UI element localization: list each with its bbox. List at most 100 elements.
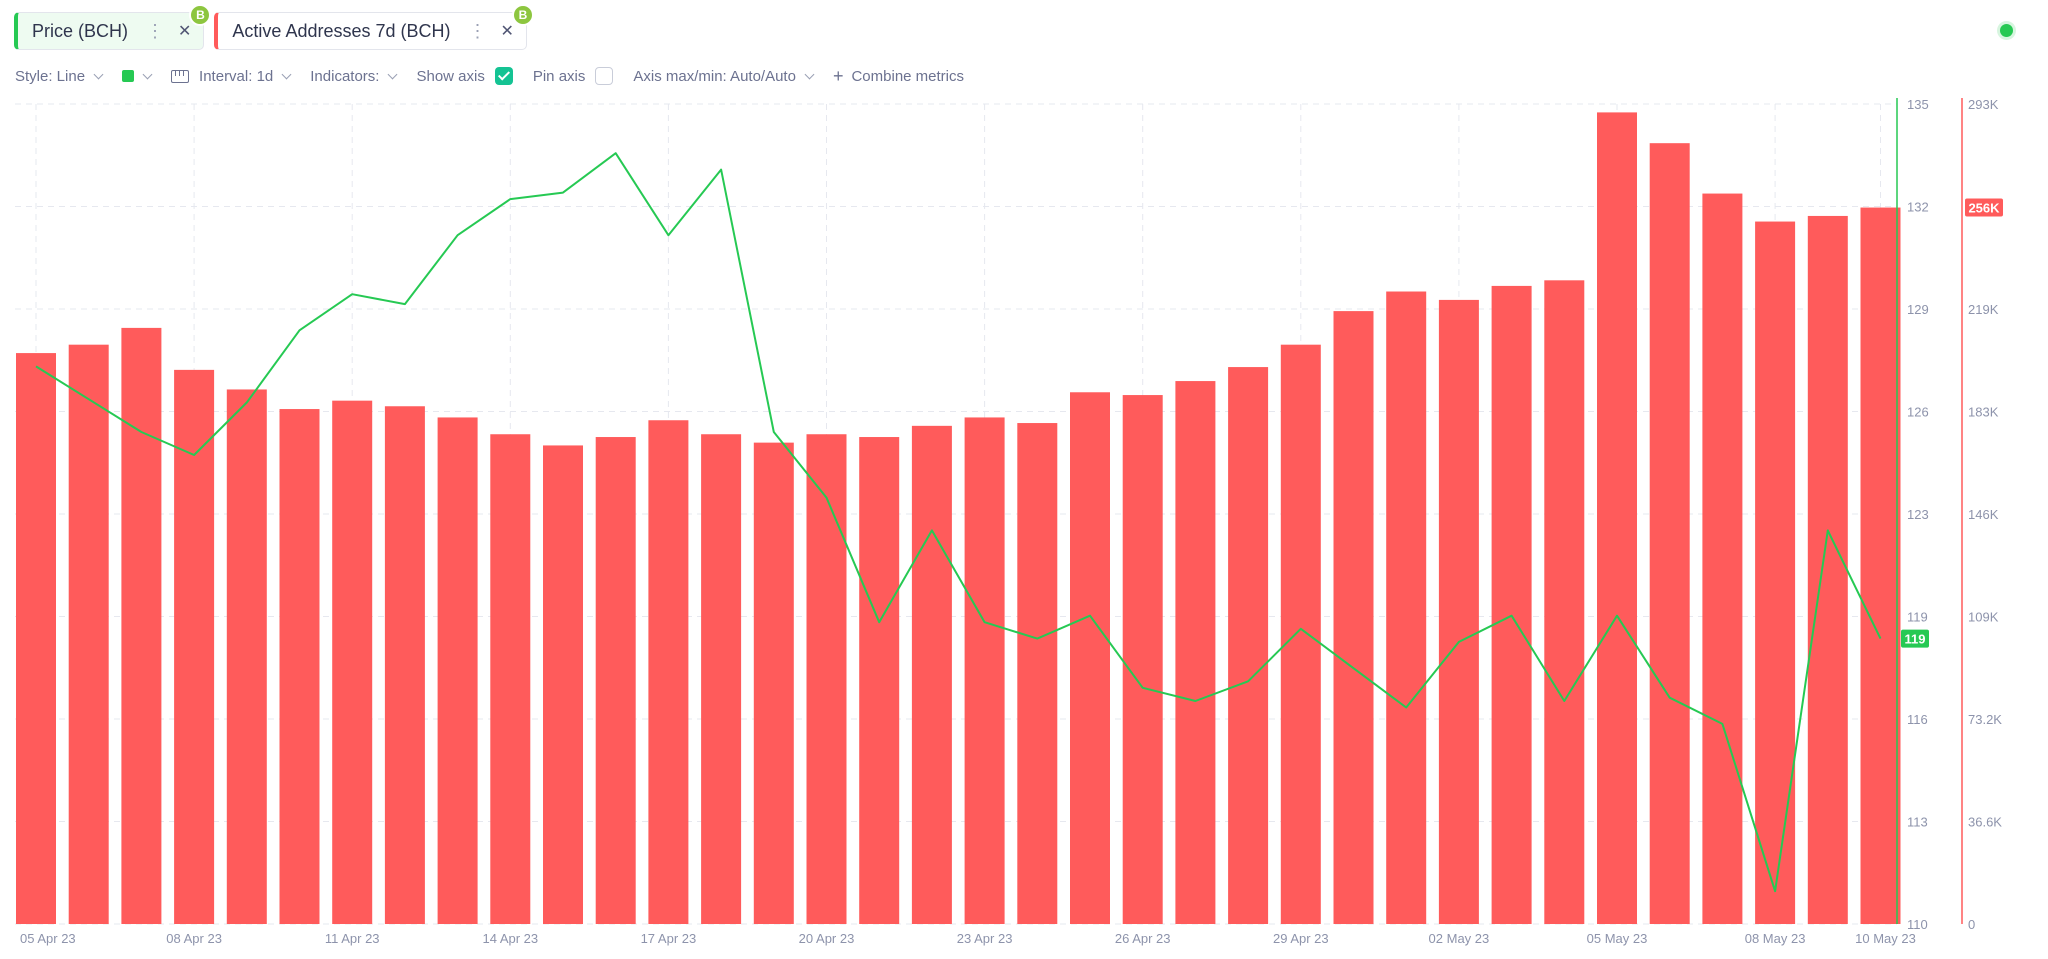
active-addresses-bar <box>279 409 320 924</box>
active-addresses-bar <box>1649 143 1690 924</box>
indicators-dropdown[interactable]: Indicators: <box>310 67 398 85</box>
live-status-dot <box>2000 24 2013 37</box>
x-axis-tick-label: 11 Apr 23 <box>325 931 380 946</box>
active-addresses-bar <box>1280 344 1321 924</box>
price-axis-tick-label: 119 <box>1907 610 1928 625</box>
metric-tab-label: Price (BCH) <box>32 20 129 41</box>
price-line <box>35 152 1882 893</box>
pin-axis-toggle[interactable]: Pin axis <box>533 67 614 85</box>
active-addresses-bar <box>121 327 162 925</box>
active-addresses-bar <box>806 434 847 924</box>
active-addresses-bar <box>332 400 373 925</box>
metric-tab-active-addresses[interactable]: Active Addresses 7d (BCH) ⋮ ✕ B <box>214 4 534 50</box>
x-axis-tick-label: 23 Apr 23 <box>957 931 1013 946</box>
active-addresses-bar <box>16 353 56 924</box>
active-addresses-bar <box>595 437 636 924</box>
price-axis-tick-label: 110 <box>1907 917 1928 932</box>
show-axis-checkbox[interactable] <box>494 67 513 85</box>
current-price-badge <box>1901 629 1929 648</box>
active-addresses-bar <box>490 434 531 924</box>
metric-tab-price[interactable]: Price (BCH) ⋮ ✕ B <box>14 4 212 50</box>
x-axis-tick-label: 08 May 23 <box>1745 931 1806 946</box>
price-axis-tick-label: 126 <box>1907 405 1929 420</box>
x-axis-tick-label: 17 Apr 23 <box>641 931 697 946</box>
active-addresses-bar <box>1070 392 1110 924</box>
x-axis-tick-label: 08 Apr 23 <box>166 931 222 946</box>
active-addresses-bar <box>1702 193 1743 924</box>
color-picker[interactable] <box>122 69 153 82</box>
x-axis-tick-label: 14 Apr 23 <box>482 931 538 946</box>
close-icon[interactable]: ✕ <box>500 23 514 40</box>
x-axis-tick-label: 26 Apr 23 <box>1115 931 1171 946</box>
active-addresses-bar <box>964 417 1005 924</box>
active-addresses-bar <box>1333 311 1374 924</box>
current-price-label: 119 <box>1905 632 1926 647</box>
addresses-axis-tick-label: 219K <box>1968 302 1999 317</box>
active-addresses-bar <box>543 445 583 924</box>
bitcoin-cash-icon: B <box>511 4 534 26</box>
combine-metrics-label: Combine metrics <box>851 67 964 85</box>
x-axis-tick-label: 05 Apr 23 <box>20 931 76 946</box>
active-addresses-bar <box>1491 285 1532 924</box>
active-addresses-bar <box>1544 280 1585 925</box>
active-addresses-bar <box>911 425 952 924</box>
addresses-axis-tick-label: 293K <box>1968 97 1999 112</box>
style-label: Style: Line <box>15 67 86 85</box>
addresses-axis-tick-label: 0 <box>1968 917 1975 932</box>
x-axis-tick-label: 20 Apr 23 <box>799 931 855 946</box>
addresses-axis-tick-label: 36.6K <box>1968 815 2002 830</box>
close-icon[interactable]: ✕ <box>178 23 192 40</box>
active-addresses-bar <box>226 389 267 924</box>
interval-label: Interval: 1d <box>199 67 274 85</box>
more-options-icon[interactable]: ⋮ <box>468 20 487 41</box>
active-addresses-bar <box>1386 291 1427 924</box>
active-addresses-bar <box>1438 299 1479 925</box>
style-dropdown[interactable]: Style: Line <box>15 67 104 85</box>
x-axis-tick-label: 10 May 23 <box>1855 931 1916 946</box>
active-addresses-bar <box>648 420 689 924</box>
active-addresses-bar <box>1860 207 1901 924</box>
price-axis-tick-label: 129 <box>1907 302 1929 317</box>
active-addresses-bar <box>1755 221 1796 924</box>
addresses-axis-tick-label: 109K <box>1968 610 1999 625</box>
pin-axis-label: Pin axis <box>532 67 586 85</box>
active-addresses-bar <box>1122 395 1163 925</box>
active-addresses-bar <box>1017 423 1058 924</box>
axis-maxmin-label: Axis max/min: Auto/Auto <box>633 67 796 85</box>
pin-axis-checkbox[interactable] <box>595 67 614 85</box>
active-addresses-bar <box>701 434 742 924</box>
interval-dropdown[interactable]: Interval: 1d <box>171 67 292 85</box>
addresses-axis-tick-label: 183K <box>1968 405 1999 420</box>
more-options-icon[interactable]: ⋮ <box>146 20 165 41</box>
show-axis-toggle[interactable]: Show axis <box>416 67 513 85</box>
price-axis-tick-label: 113 <box>1907 815 1928 830</box>
show-axis-label: Show axis <box>416 67 485 85</box>
current-addresses-label: 256K <box>1968 201 2000 216</box>
active-addresses-bar <box>1228 367 1269 925</box>
ruler-icon <box>171 69 190 83</box>
color-swatch <box>122 70 135 82</box>
combine-metrics-button[interactable]: + Combine metrics <box>833 66 964 87</box>
indicators-label: Indicators: <box>310 67 380 85</box>
active-addresses-bar <box>437 417 478 924</box>
active-addresses-bar <box>384 406 425 924</box>
price-axis-tick-label: 132 <box>1907 200 1929 215</box>
x-axis-tick-label: 02 May 23 <box>1429 931 1490 946</box>
chart-toolbar: Style: Line Interval: 1d Indicators: Sho… <box>15 64 984 88</box>
x-axis-tick-label: 29 Apr 23 <box>1273 931 1329 946</box>
active-addresses-bar <box>1597 112 1637 925</box>
active-addresses-bar <box>68 344 109 924</box>
current-addresses-badge <box>1965 198 2003 217</box>
addresses-axis-tick-label: 73.2K <box>1968 712 2002 727</box>
plus-icon: + <box>832 65 844 86</box>
price-axis-tick-label: 135 <box>1907 97 1929 112</box>
addresses-axis-tick-label: 146K <box>1968 507 1999 522</box>
axis-maxmin-dropdown[interactable]: Axis max/min: Auto/Auto <box>633 67 815 85</box>
active-addresses-bar <box>1175 381 1216 925</box>
x-axis-tick-label: 05 May 23 <box>1587 931 1648 946</box>
bitcoin-cash-icon: B <box>189 4 212 26</box>
price-axis-tick-label: 116 <box>1907 712 1928 727</box>
active-addresses-bar <box>1807 215 1848 925</box>
active-addresses-bar <box>174 369 215 924</box>
